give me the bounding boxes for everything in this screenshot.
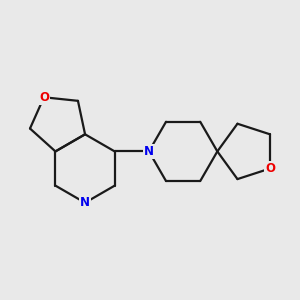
Text: N: N [144,145,154,158]
Text: O: O [39,91,49,104]
Text: O: O [265,162,275,175]
Text: N: N [80,196,90,209]
